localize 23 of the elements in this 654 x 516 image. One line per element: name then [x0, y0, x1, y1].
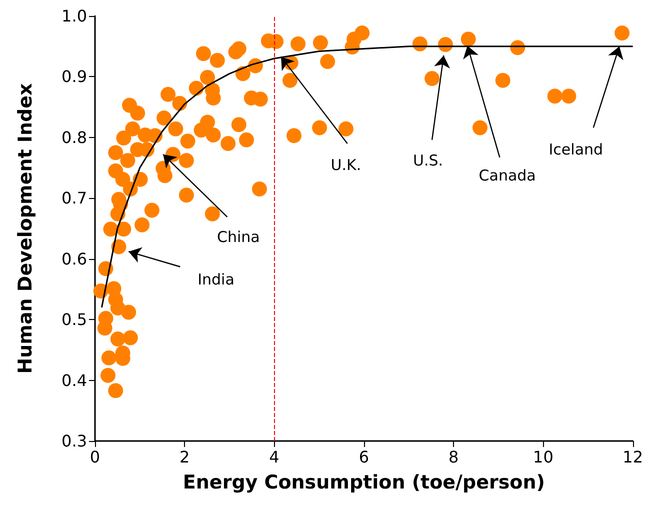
- y-tick-label: 0.8: [62, 128, 87, 147]
- x-tick-label: 2: [180, 448, 190, 466]
- x-tick-label: 0: [90, 448, 100, 466]
- annotation: China: [216, 228, 260, 246]
- y-tick-label: 0.3: [62, 432, 87, 450]
- x-tick-label: 10: [533, 448, 554, 466]
- annotation: Iceland: [548, 140, 604, 159]
- y-tick-label: 0.5: [62, 310, 87, 330]
- x-axis-title: Energy Consumption (toe/person): [182, 472, 545, 494]
- x-tick-label: 4: [269, 448, 280, 466]
- y-tick-label: 0.6: [62, 249, 87, 268]
- y-tick-label: 0.4: [62, 370, 87, 390]
- x-tick-label: 6: [358, 448, 370, 466]
- annotation: U.S.: [412, 152, 444, 170]
- annotation: U.K.: [330, 156, 362, 174]
- y-tick-label: 0.9: [62, 67, 87, 86]
- y-tick-label: 0.7: [62, 188, 87, 208]
- x-tick-label: 8: [448, 448, 459, 466]
- annotation: Canada: [478, 166, 536, 185]
- x-tick-label: 12: [622, 448, 643, 466]
- y-tick-label: 1.0: [62, 6, 87, 26]
- y-axis-title: Human Development Index: [14, 83, 36, 374]
- annotation: India: [198, 270, 234, 288]
